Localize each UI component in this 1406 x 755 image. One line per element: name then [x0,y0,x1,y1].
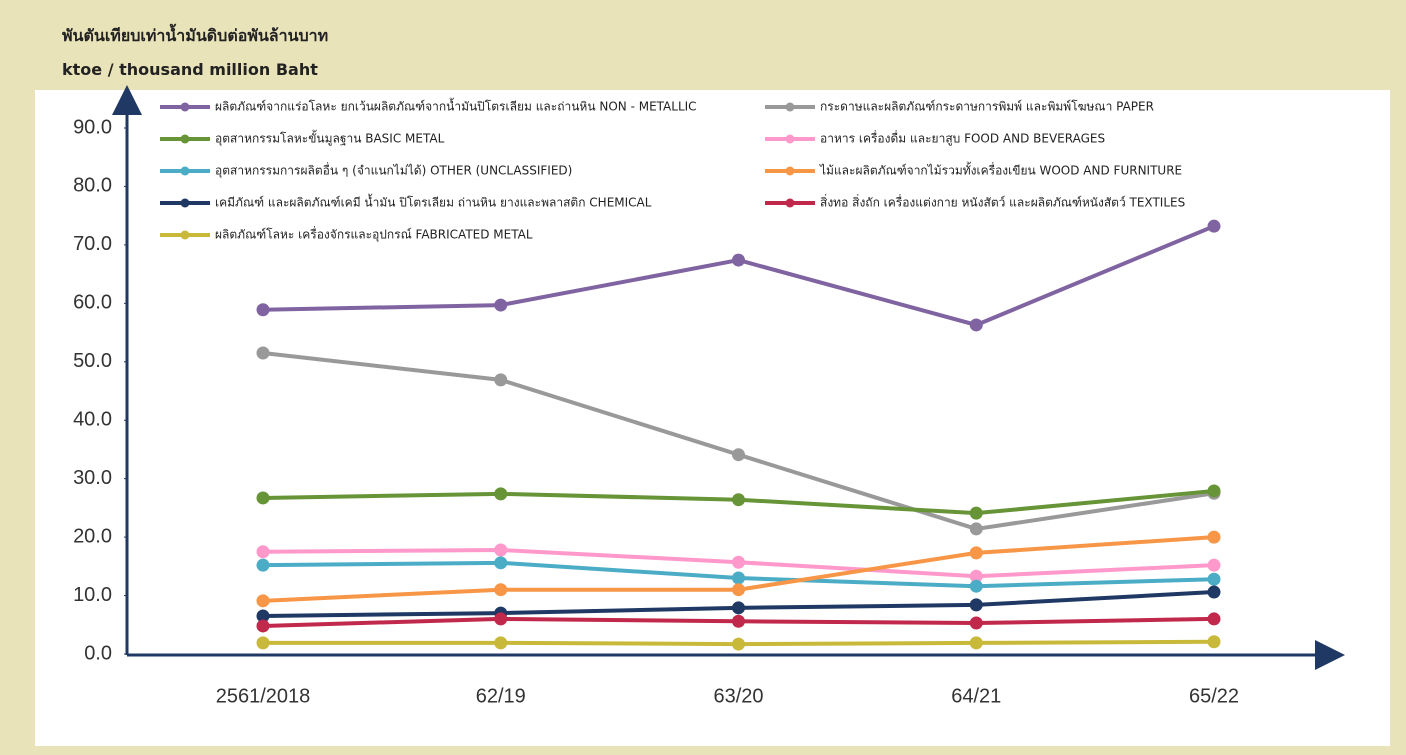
data-point [969,616,983,630]
data-point [732,583,745,597]
data-point [732,493,745,507]
data-point [256,303,270,317]
legend-label: อุตสาหกรรมโลหะขั้นมูลฐาน BASIC METAL [215,130,445,147]
y-tick-label: 0.0 [84,642,112,664]
data-point [1207,612,1221,626]
data-point [1207,585,1221,599]
data-point [969,522,983,536]
y-tick-label: 20.0 [73,525,112,547]
legend-marker [180,166,190,176]
y-tick-label: 80.0 [73,175,112,197]
legend-marker [180,230,190,240]
data-point [494,612,508,626]
data-point [256,558,270,572]
legend-label: ไม้และผลิตภัณฑ์จากไม้รวมทั้งเครื่องเขียน… [819,162,1182,178]
x-tick-label: 62/19 [476,685,526,707]
legend-label: เคมีภัณฑ์ และผลิตภัณฑ์เคมี น้ำมัน ปิโตรเ… [215,194,652,210]
legend-label: สิ่งทอ สิ่งถัก เครื่องแต่งกาย หนังสัตว์ … [820,194,1185,210]
data-point [256,491,270,505]
data-point [969,506,983,520]
legend-label: ผลิตภัณฑ์โลหะ เครื่องจักรและอุปกรณ์ FABR… [215,226,533,243]
x-tick-label: 65/22 [1189,685,1239,707]
chart-title: พันตันเทียบเท่าน้ำมันดิบต่อพันล้านบาท [62,26,329,45]
data-point [494,487,508,501]
data-point [256,609,270,623]
data-point [969,598,983,612]
data-point [494,298,508,312]
plot-panel [35,90,1390,746]
data-point [494,556,508,570]
data-point [494,373,508,387]
data-point [1207,635,1221,649]
data-point [494,636,508,650]
legend-marker [180,102,190,112]
legend-marker [785,102,795,112]
data-point [1207,572,1221,586]
data-point [1207,530,1221,544]
data-point [1207,219,1221,233]
legend-label: กระดาษและผลิตภัณฑ์กระดาษการพิมพ์ และพิมพ… [820,100,1154,114]
data-point [256,545,270,559]
legend-marker [785,134,795,144]
legend-marker [785,198,795,208]
data-point [732,614,745,628]
legend-marker [180,198,190,208]
y-tick-label: 90.0 [73,116,112,138]
data-point [732,601,745,615]
data-point [732,555,745,569]
legend-marker [180,134,190,144]
data-point [256,594,270,608]
y-tick-label: 50.0 [73,350,112,372]
data-point [1207,484,1221,498]
legend-label: อาหาร เครื่องดื่ม และยาสูบ FOOD AND BEVE… [820,130,1105,147]
y-tick-label: 30.0 [73,467,112,489]
x-tick-label: 64/21 [951,685,1001,707]
legend-label: ผลิตภัณฑ์จากแร่อโลหะ ยกเว้นผลิตภัณฑ์จากน… [215,98,697,114]
legend-marker [785,166,795,176]
data-point [256,636,270,650]
legend-label: อุตสาหกรรมการผลิตอื่น ๆ (จำแนกไม่ได้) OT… [215,162,572,179]
y-tick-label: 60.0 [73,292,112,314]
data-point [969,318,983,332]
data-point [494,543,508,557]
x-tick-label: 63/20 [713,685,763,707]
data-point [969,546,983,560]
data-point [732,637,745,651]
y-tick-label: 70.0 [73,233,112,255]
data-point [732,571,745,585]
chart-subtitle: ktoe / thousand million Baht [62,60,318,79]
x-tick-label: 2561/2018 [216,685,311,707]
data-point [732,253,745,267]
data-point [969,569,983,583]
data-point [256,619,270,633]
data-point [494,583,508,597]
data-point [256,346,270,360]
data-point [969,579,983,593]
data-point [969,636,983,650]
y-tick-label: 10.0 [73,584,112,606]
y-tick-label: 40.0 [73,409,112,431]
data-point [1207,558,1221,572]
data-point [732,448,745,462]
